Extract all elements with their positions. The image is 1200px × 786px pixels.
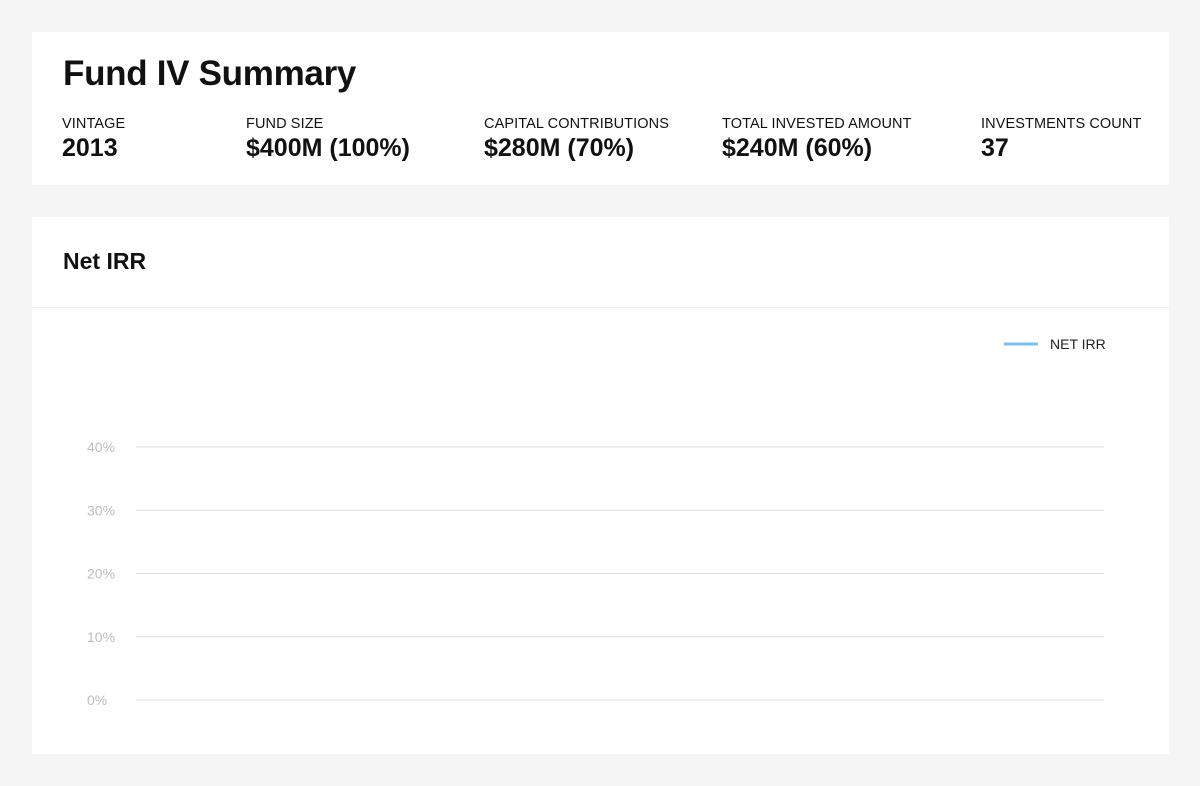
stat-value: 37: [981, 134, 1009, 162]
stat-capital-contributions: CAPITAL CONTRIBUTIONS $280M (70%): [484, 116, 669, 163]
chart-section-title: Net IRR: [63, 248, 147, 274]
fund-summary-card: Fund IV Summary VINTAGE 2013 FUND SIZE $…: [32, 32, 1169, 185]
y-tick-label: 20%: [87, 566, 115, 582]
stat-investments-count: INVESTMENTS COUNT 37: [981, 116, 1141, 163]
stat-value: $400M (100%): [246, 134, 410, 162]
stat-value: 2013: [62, 134, 118, 162]
chart-legend[interactable]: NET IRR: [1004, 336, 1106, 352]
stat-label: VINTAGE: [62, 116, 126, 132]
stat-label: FUND SIZE: [246, 116, 324, 132]
stat-value: $280M (70%): [484, 134, 635, 162]
net-irr-chart: NET IRR 0% 10% 20% 30% 40%: [87, 336, 1106, 708]
y-tick-label: 0%: [87, 692, 107, 708]
stat-fund-size: FUND SIZE $400M (100%): [246, 116, 410, 163]
chart-grid: [136, 446, 1104, 701]
summary-title: Fund IV Summary: [63, 54, 357, 93]
stat-label: TOTAL INVESTED AMOUNT: [722, 116, 912, 132]
y-tick-label: 10%: [87, 629, 115, 645]
y-axis-ticks: 0% 10% 20% 30% 40%: [87, 439, 115, 708]
stat-label: INVESTMENTS COUNT: [981, 116, 1142, 132]
stat-label: CAPITAL CONTRIBUTIONS: [484, 116, 669, 132]
y-tick-label: 40%: [87, 439, 115, 455]
stat-total-invested-amount: TOTAL INVESTED AMOUNT $240M (60%): [722, 116, 912, 163]
chart-header: Net IRR: [32, 217, 1169, 308]
y-tick-label: 30%: [87, 502, 115, 518]
net-irr-card: Net IRR NET IRR 0% 10% 20% 30% 40%: [32, 217, 1169, 754]
legend-label-net-irr: NET IRR: [1050, 336, 1106, 352]
stat-vintage: VINTAGE 2013: [62, 116, 125, 163]
stat-value: $240M (60%): [722, 134, 873, 162]
